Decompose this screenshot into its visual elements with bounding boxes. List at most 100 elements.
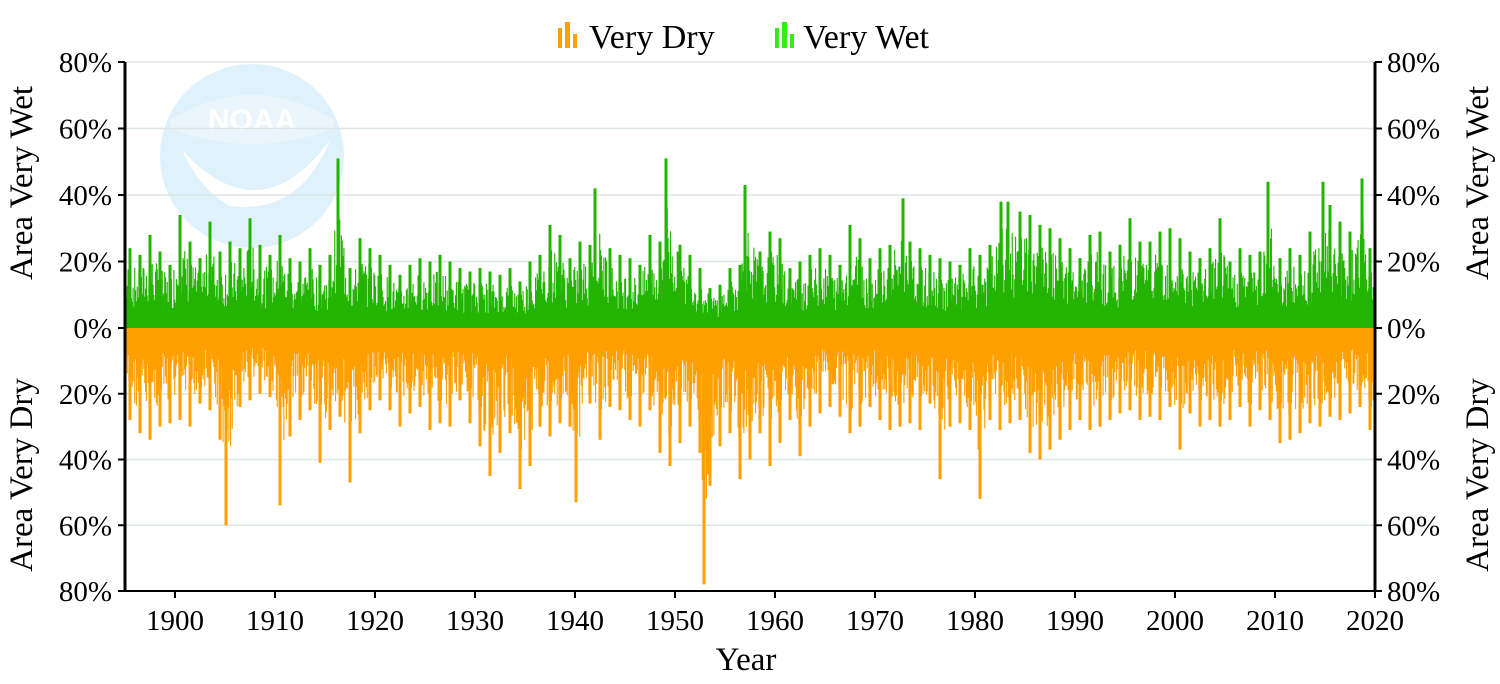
dry-bar xyxy=(282,328,284,408)
dry-bar xyxy=(364,328,366,399)
wet-bar xyxy=(297,282,299,328)
dry-bar xyxy=(845,328,847,364)
y-tick-label-right: 40% xyxy=(1387,445,1440,477)
dry-bar xyxy=(285,328,287,399)
dry-peak-bar xyxy=(498,328,502,453)
dry-bar xyxy=(1185,328,1187,393)
dry-bar xyxy=(1156,328,1158,372)
dry-bar xyxy=(580,328,582,386)
dry-bar xyxy=(675,328,677,382)
dry-bar xyxy=(1276,328,1278,410)
wet-peak-bar xyxy=(1238,248,1242,328)
wet-bar xyxy=(943,287,945,328)
dry-bar xyxy=(293,328,295,376)
wet-bar xyxy=(681,275,683,328)
wet-bar xyxy=(565,307,567,328)
wet-bar xyxy=(1031,293,1033,328)
dry-bar xyxy=(596,328,598,357)
dry-bar xyxy=(892,328,894,361)
wet-bar xyxy=(599,233,601,328)
wet-bar xyxy=(455,295,457,328)
wet-peak-bar xyxy=(278,234,282,328)
dry-bar xyxy=(965,328,967,371)
wet-bar xyxy=(585,288,587,328)
wet-bar xyxy=(823,278,825,328)
wet-bar xyxy=(997,260,999,328)
dry-bar xyxy=(244,328,246,369)
dry-bar xyxy=(303,328,305,393)
wet-bar xyxy=(1061,262,1063,328)
wet-bar xyxy=(544,281,546,328)
wet-peak-bar xyxy=(408,264,412,328)
dry-bar xyxy=(134,328,136,404)
very-wet-bars xyxy=(125,158,1376,328)
dry-bar xyxy=(397,328,399,357)
wet-bar xyxy=(552,282,554,328)
wet-bar xyxy=(692,305,694,328)
wet-bar xyxy=(535,290,537,328)
wet-bar xyxy=(955,304,957,328)
wet-bar xyxy=(155,271,157,328)
wet-bar xyxy=(933,272,935,328)
wet-bar xyxy=(956,284,958,328)
wet-bar xyxy=(894,249,896,328)
dry-bar xyxy=(467,328,469,391)
dry-bar xyxy=(736,328,738,378)
dry-bar xyxy=(243,328,245,382)
wet-bar xyxy=(411,292,413,328)
dry-bar xyxy=(651,328,653,397)
wet-bar xyxy=(535,277,537,328)
dry-bar xyxy=(1297,328,1299,365)
dry-bar xyxy=(812,328,814,390)
dry-bar xyxy=(716,328,718,416)
dry-bar xyxy=(373,328,375,353)
dry-bar xyxy=(1181,328,1183,367)
dry-bar xyxy=(955,328,957,396)
wet-bar xyxy=(637,294,639,328)
dry-bar xyxy=(1177,328,1179,366)
wet-bar xyxy=(157,279,159,328)
wet-peak-bar xyxy=(228,241,232,328)
dry-bar xyxy=(343,328,345,360)
dry-bar xyxy=(685,328,687,362)
dry-bar xyxy=(997,328,999,361)
wet-bar xyxy=(172,307,174,328)
wet-bar xyxy=(615,296,617,328)
dry-bar xyxy=(746,328,748,390)
wet-bar xyxy=(687,276,689,328)
dry-bar xyxy=(242,328,244,353)
dry-bar xyxy=(1221,328,1223,394)
dry-bar xyxy=(1023,328,1025,375)
wet-bar xyxy=(1270,228,1272,328)
wet-bar xyxy=(367,278,369,328)
dry-bar xyxy=(451,328,453,394)
wet-bar xyxy=(622,292,624,328)
dry-bar xyxy=(865,328,867,362)
wet-bar xyxy=(1066,303,1068,328)
wet-bar xyxy=(772,256,774,328)
dry-bar xyxy=(841,328,843,352)
dry-peak-bar xyxy=(218,328,222,440)
wet-bar xyxy=(613,295,615,328)
wet-peak-bar xyxy=(208,221,212,328)
dry-bar xyxy=(263,328,265,361)
dry-peak-bar xyxy=(1098,328,1102,427)
dry-peak-bar xyxy=(308,328,312,411)
dry-bar xyxy=(496,328,498,426)
wet-peak-bar xyxy=(818,248,822,328)
wet-bar xyxy=(1205,295,1207,328)
wet-bar xyxy=(634,277,636,328)
wet-bar xyxy=(466,285,468,328)
wet-bar xyxy=(1073,299,1075,328)
dry-bar xyxy=(252,328,254,360)
dry-bar xyxy=(837,328,839,353)
wet-bar xyxy=(974,285,976,328)
wet-bar xyxy=(797,278,799,328)
wet-bar xyxy=(505,292,507,328)
x-tick-label: 1940 xyxy=(546,605,604,637)
dry-bar xyxy=(1026,328,1028,418)
dry-bar xyxy=(415,328,417,377)
dry-bar xyxy=(1314,328,1316,406)
wet-bar xyxy=(453,302,455,328)
wet-bar xyxy=(1324,271,1326,328)
